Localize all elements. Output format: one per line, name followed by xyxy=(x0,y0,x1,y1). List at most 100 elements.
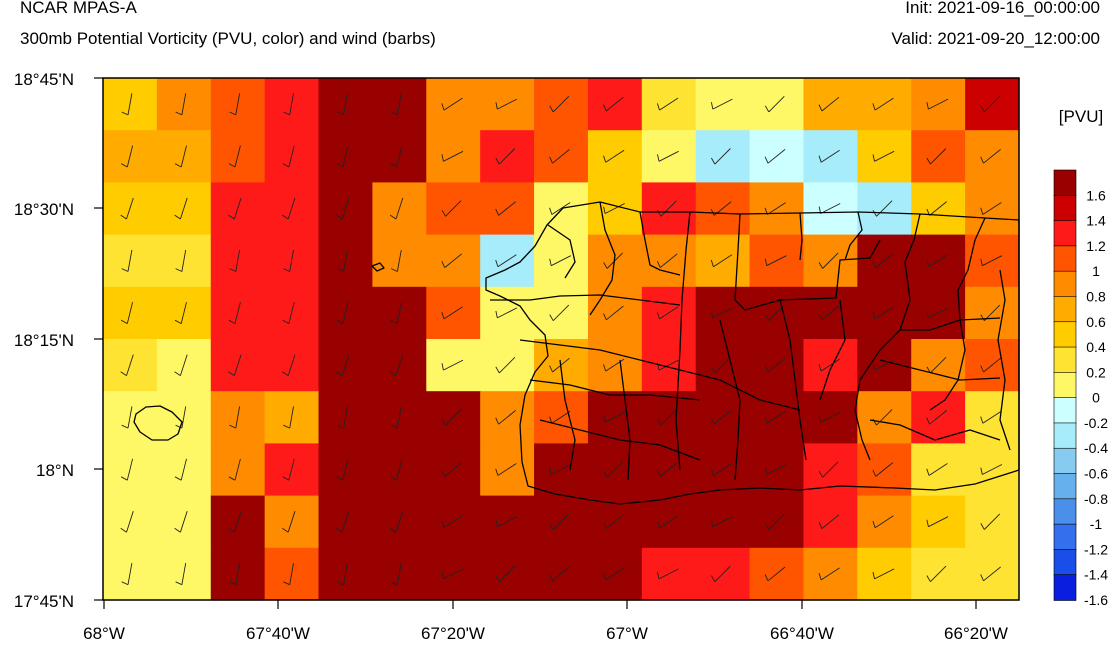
municipio-border xyxy=(799,212,803,261)
wind-barb xyxy=(926,307,949,319)
colorbar-swatch xyxy=(1053,296,1077,323)
wind-barb xyxy=(441,150,464,162)
wind-barb xyxy=(549,95,570,113)
y-tick-label: 18°N xyxy=(36,461,74,480)
x-tick-label: 67°20'W xyxy=(421,624,485,643)
municipio-border xyxy=(900,317,1001,331)
wind-barb xyxy=(818,567,840,581)
colorbar-swatch xyxy=(1053,220,1077,247)
wind-barb xyxy=(657,150,679,162)
wind-barb xyxy=(120,458,134,481)
wind-barb xyxy=(980,464,1003,475)
wind-barb xyxy=(282,511,296,533)
colorbar: 1.6 1.4 1.2 1 0.8 0.6 0.4 0.2 0 -0.2 -0.4 -0.6 -0.8 -… xyxy=(1053,169,1108,608)
municipio-border xyxy=(844,211,863,261)
wind-barb xyxy=(228,302,241,324)
colorbar-label: 0 xyxy=(1092,390,1100,406)
wind-barb xyxy=(657,409,677,426)
wind-barb xyxy=(390,302,403,324)
colorbar-swatch xyxy=(1053,321,1077,348)
municipio-border xyxy=(490,294,681,306)
wind-barb xyxy=(764,95,785,113)
wind-barb xyxy=(764,513,785,530)
wind-barb xyxy=(495,565,516,583)
wind-barb xyxy=(818,514,840,529)
wind-barb xyxy=(495,410,516,425)
wind-barb xyxy=(818,305,840,321)
mona-island-outline xyxy=(133,405,183,441)
wind-barb xyxy=(174,354,188,376)
wind-barb xyxy=(549,202,571,215)
wind-barb xyxy=(764,255,787,267)
wind-barb xyxy=(441,462,463,477)
title-valid-time: Valid: 2021-09-20_12:00:00 xyxy=(891,29,1100,48)
municipio-border xyxy=(675,211,691,471)
wind-barb xyxy=(818,96,840,112)
wind-barb xyxy=(441,200,462,217)
wind-barb xyxy=(389,354,404,376)
x-tick-label: 67°40'W xyxy=(246,624,310,643)
wind-barb xyxy=(656,462,678,477)
wind-barb xyxy=(818,252,839,269)
wind-barb xyxy=(228,197,242,220)
wind-barb xyxy=(175,249,187,272)
wind-barb xyxy=(283,406,294,429)
wind-barb xyxy=(495,98,518,110)
colorbar-swatch xyxy=(1053,245,1077,272)
wind-barb xyxy=(549,255,572,267)
puerto-rico-coastline xyxy=(133,201,1020,505)
municipio-border xyxy=(539,419,701,461)
wind-barb xyxy=(980,513,1001,530)
wind-barb xyxy=(174,197,188,220)
wind-barb xyxy=(603,203,625,214)
colorbar-label: -1.6 xyxy=(1084,592,1108,608)
wind-barb xyxy=(337,93,348,116)
wind-barb xyxy=(229,93,241,116)
colorbar-label: 1.2 xyxy=(1086,238,1106,254)
wind-barb xyxy=(872,150,895,162)
wind-barb xyxy=(656,306,679,320)
colorbar-swatch xyxy=(1053,549,1077,576)
colorbar-swatch xyxy=(1053,169,1077,197)
wind-barb xyxy=(764,357,786,373)
wind-barb xyxy=(282,458,295,481)
wind-barb xyxy=(710,307,733,319)
colorbar-label: 0.2 xyxy=(1086,364,1106,380)
wind-barb xyxy=(872,462,894,477)
wind-barb xyxy=(120,302,134,324)
wind-barb xyxy=(495,463,517,476)
wind-barb xyxy=(283,563,294,586)
municipio-border xyxy=(819,299,846,401)
municipio-border xyxy=(639,211,681,276)
wind-barb xyxy=(764,566,786,582)
axis-ticks xyxy=(94,77,977,609)
wind-barb xyxy=(872,568,895,580)
wind-barb xyxy=(441,409,462,426)
y-axis-labels: 18°45'N 18°30'N 18°15'N 18°N 17°45'N xyxy=(14,70,74,611)
x-tick-label: 66°20'W xyxy=(944,624,1008,643)
wind-barb xyxy=(657,200,677,217)
wind-barb xyxy=(441,515,463,529)
wind-barb xyxy=(121,93,133,116)
x-tick-label: 67°W xyxy=(606,624,648,643)
wind-barb xyxy=(872,359,895,371)
wind-barb xyxy=(337,249,348,272)
wind-barb xyxy=(229,249,241,272)
wind-barb xyxy=(495,516,518,528)
wind-barb xyxy=(441,97,463,111)
wind-barb xyxy=(229,563,241,586)
wind-barb xyxy=(390,93,402,116)
wind-barb xyxy=(282,354,296,376)
colorbar-label: 0.6 xyxy=(1086,314,1106,330)
municipio-border xyxy=(854,213,921,461)
colorbar-swatch xyxy=(1053,397,1077,424)
colorbar-swatch xyxy=(1053,422,1077,450)
municipio-border xyxy=(547,224,576,279)
colorbar-label: -0.8 xyxy=(1084,491,1108,507)
wind-barb xyxy=(764,149,786,164)
wind-barb xyxy=(337,563,348,586)
colorbar-label: 0.8 xyxy=(1086,289,1106,305)
wind-barb xyxy=(549,410,571,424)
wind-barb xyxy=(926,98,949,110)
wind-barb xyxy=(495,201,516,216)
